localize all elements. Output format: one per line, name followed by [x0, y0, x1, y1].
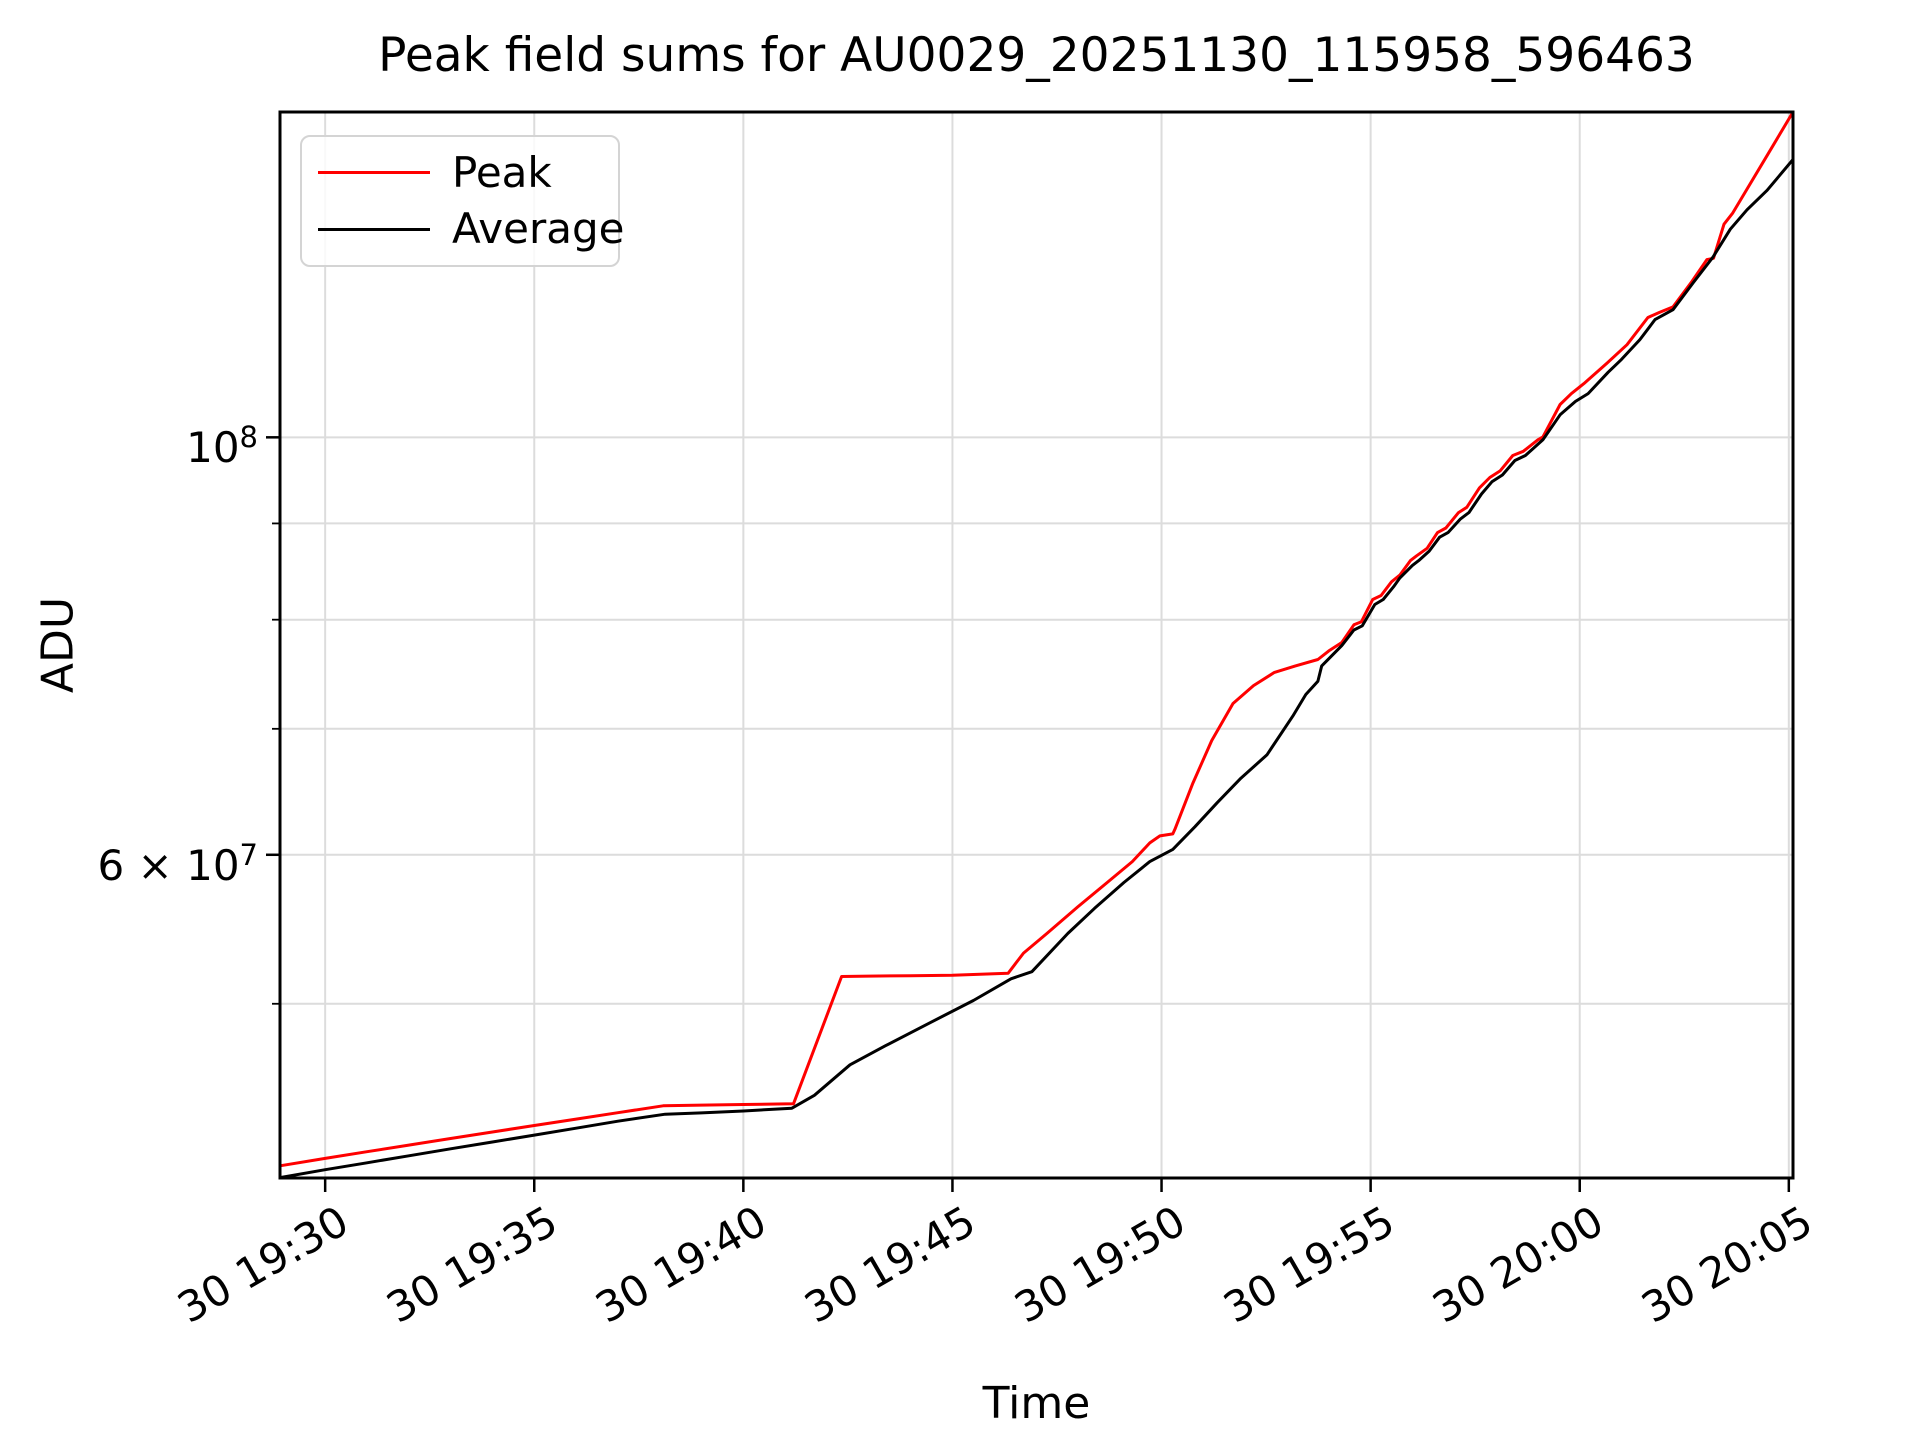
legend-item-average: Average — [302, 208, 624, 250]
average-data-line — [279, 158, 1795, 1180]
legend: Peak Average — [300, 135, 624, 267]
average-line-sample-icon — [318, 227, 430, 231]
legend-label-average: Average — [452, 204, 625, 254]
legend-item-peak: Peak — [302, 147, 618, 197]
y-axis-label: ADU — [32, 596, 84, 694]
axes-frame — [278, 110, 1795, 1180]
peak-line-sample-icon — [318, 171, 430, 175]
legend-label-peak: Peak — [452, 147, 552, 197]
chart-title: Peak field sums for AU0029_20251130_1159… — [378, 28, 1695, 83]
peak-data-line — [279, 111, 1795, 1168]
y-tick-label: 108 — [186, 420, 258, 473]
y-tick-label: 6 × 107 — [97, 837, 258, 890]
x-axis-label: Time — [982, 1378, 1091, 1429]
